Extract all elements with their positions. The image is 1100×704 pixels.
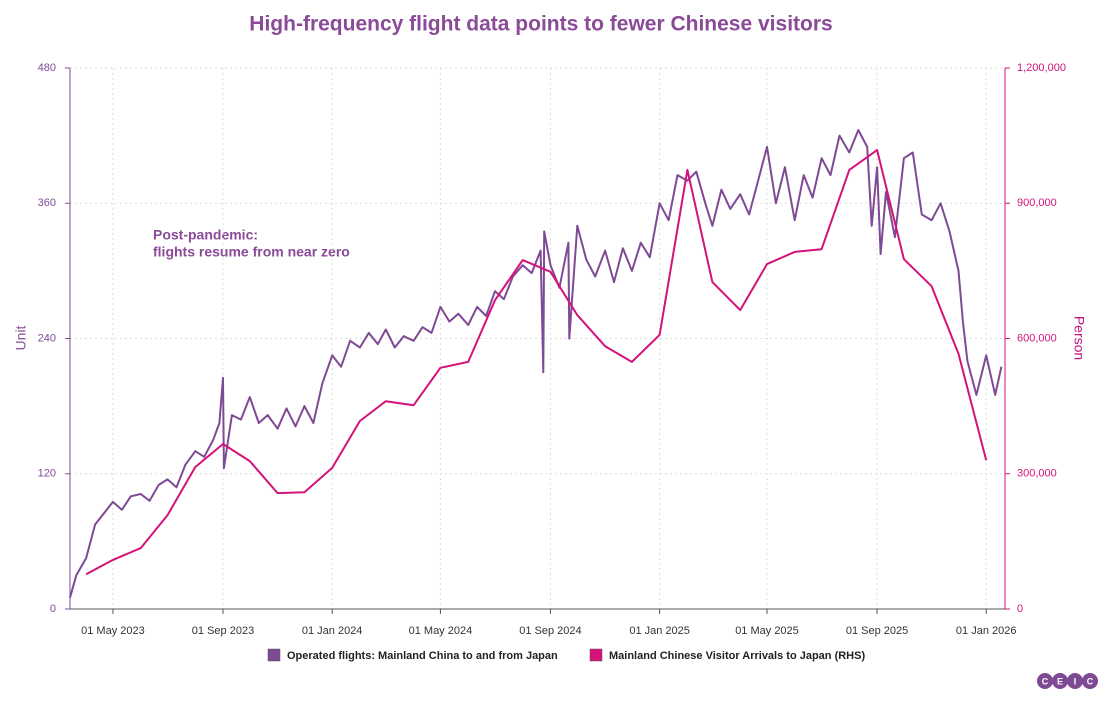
y-tick-label: 480 — [38, 62, 56, 74]
legend-swatch — [267, 648, 281, 662]
logo-letter: I — [1074, 676, 1077, 686]
legend-swatch — [589, 648, 603, 662]
logo-circle — [1082, 673, 1098, 689]
x-tick-label: 01 Jan 2026 — [956, 625, 1017, 637]
logo-circle — [1052, 673, 1068, 689]
logo-letter: C — [1087, 676, 1094, 686]
x-tick-label: 01 Sep 2025 — [846, 625, 908, 637]
annotation: Post-pandemic: — [153, 227, 258, 243]
y2-tick-label: 300,000 — [1017, 468, 1057, 480]
x-tick-label: 01 Jan 2024 — [302, 625, 363, 637]
x-tick-label: 01 May 2024 — [409, 625, 473, 637]
series-line — [69, 129, 1003, 598]
x-tick-label: 01 Jan 2025 — [629, 625, 690, 637]
logo-letter: C — [1042, 676, 1049, 686]
y-tick-label: 120 — [38, 468, 56, 480]
legend-label: Mainland Chinese Visitor Arrivals to Jap… — [609, 650, 865, 662]
y2-tick-label: 900,000 — [1017, 197, 1057, 209]
x-tick-label: 01 Sep 2024 — [519, 625, 581, 637]
logo-letter: E — [1057, 676, 1063, 686]
y-tick-label: 360 — [38, 197, 56, 209]
logo-circle — [1037, 673, 1053, 689]
x-tick-label: 01 May 2023 — [81, 625, 145, 637]
annotation: flights resume from near zero — [153, 244, 350, 260]
chart-title: High-frequency flight data points to few… — [249, 13, 832, 36]
y2-tick-label: 0 — [1017, 603, 1023, 615]
y-tick-label: 240 — [38, 332, 56, 344]
x-tick-label: 01 May 2025 — [735, 625, 799, 637]
series-line — [85, 149, 988, 576]
y2-tick-label: 600,000 — [1017, 332, 1057, 344]
y2-axis-label: Person — [1071, 316, 1087, 360]
y-axis-label: Unit — [13, 325, 29, 350]
legend-label: Operated flights: Mainland China to and … — [287, 650, 558, 662]
y2-tick-label: 1,200,000 — [1017, 62, 1066, 74]
logo-circle — [1067, 673, 1083, 689]
x-tick-label: 01 Sep 2023 — [192, 625, 254, 637]
y-tick-label: 0 — [50, 603, 56, 615]
